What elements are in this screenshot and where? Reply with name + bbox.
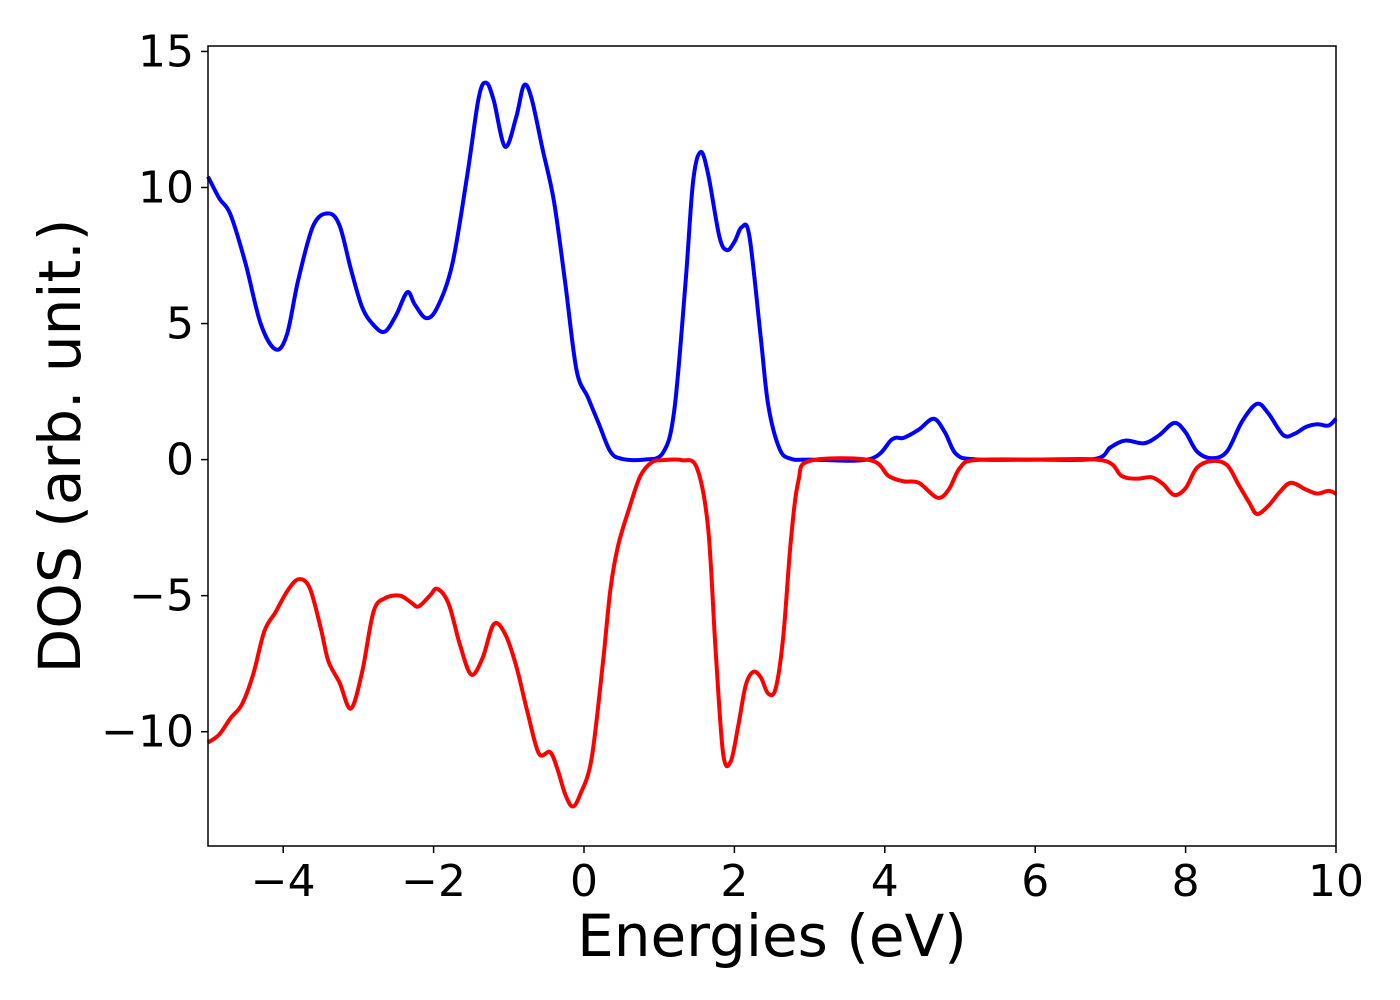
x-tick-label: −4	[251, 856, 316, 907]
x-tick-label: −2	[401, 856, 466, 907]
x-tick-label: 0	[570, 856, 598, 907]
x-tick-label: 2	[720, 856, 748, 907]
y-axis-label: DOS (arb. unit.)	[26, 219, 94, 674]
series-line-0	[206, 80, 1338, 463]
y-tick-label: −5	[129, 571, 194, 622]
y-tick-label: −10	[101, 707, 194, 758]
y-tick-label: 15	[138, 26, 194, 77]
series-line-1	[206, 456, 1337, 809]
ticks-layer: −4 −2 0 2 4 6 8 10 −10 −5 0 5 10 15	[101, 26, 1364, 907]
x-tick-label: 4	[871, 856, 899, 907]
x-tick-label: 6	[1021, 856, 1049, 907]
x-tick-label: 8	[1172, 856, 1200, 907]
y-tick-label: 5	[166, 299, 194, 350]
y-tick-label: 10	[138, 162, 194, 213]
plot-frame	[207, 45, 1337, 847]
x-tick-label: 10	[1308, 856, 1364, 907]
x-axis-label: Energies (eV)	[577, 902, 967, 970]
series-layer	[206, 80, 1338, 809]
y-tick-label: 0	[166, 435, 194, 486]
